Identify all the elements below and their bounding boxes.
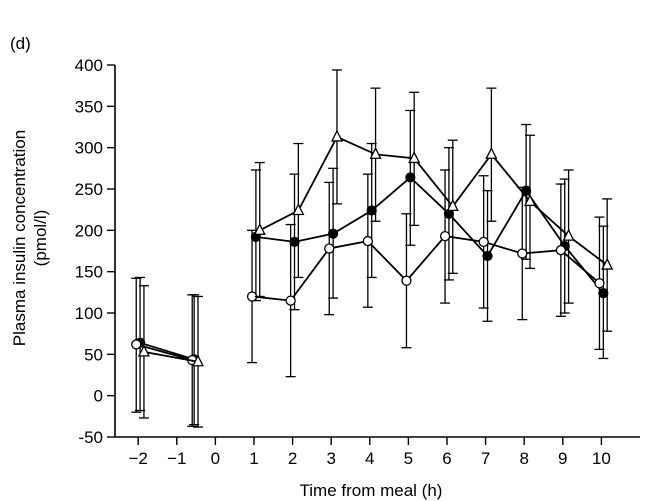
y-tick-label: 300 bbox=[75, 139, 103, 158]
x-tick-label: 0 bbox=[211, 449, 220, 468]
data-point-open-triangle bbox=[408, 150, 421, 164]
data-point-open-triangle bbox=[523, 193, 537, 207]
data-point-filled-circle bbox=[405, 172, 416, 183]
y-tick-label: 350 bbox=[75, 97, 103, 116]
series-layer bbox=[131, 69, 614, 428]
series-line bbox=[139, 341, 195, 361]
data-point-filled-circle bbox=[366, 205, 377, 216]
data-point-filled-circle bbox=[482, 250, 493, 262]
series-open-circle bbox=[131, 169, 605, 427]
y-tick-label: 150 bbox=[75, 263, 103, 282]
y-axis-title-line-2: (pmol/l) bbox=[31, 210, 50, 267]
y-axis-title-line-1: Plasma insulin concentration bbox=[10, 130, 29, 346]
data-point-open-triangle bbox=[369, 146, 382, 159]
data-point-open-triangle bbox=[191, 354, 205, 367]
x-tick-label: 8 bbox=[519, 449, 528, 468]
y-tick-label: 0 bbox=[94, 387, 103, 406]
data-point-open-circle bbox=[594, 278, 605, 289]
x-tick-label: 10 bbox=[592, 449, 611, 468]
y-tick-label: 50 bbox=[84, 345, 103, 364]
axes: -50 0 50 100 150 200 250 300 350 400 −2 −1 0 1 2 3 4 5 6 7 8… bbox=[75, 56, 640, 468]
series-line bbox=[251, 235, 601, 302]
x-tick-label: 1 bbox=[249, 449, 258, 468]
series-filled-circle bbox=[134, 109, 609, 426]
x-tick-label: −2 bbox=[128, 449, 147, 468]
data-point-open-triangle bbox=[137, 344, 151, 357]
series-line bbox=[259, 135, 608, 266]
x-tick-label: 9 bbox=[558, 449, 567, 468]
x-tick-label: 2 bbox=[288, 449, 297, 468]
data-point-open-circle bbox=[478, 236, 489, 248]
series-line bbox=[135, 343, 193, 361]
panel-label: (d) bbox=[10, 34, 31, 53]
data-point-open-circle bbox=[324, 243, 335, 254]
x-tick-label: −1 bbox=[167, 449, 186, 468]
x-tick-label: 7 bbox=[481, 449, 490, 468]
data-point-filled-circle bbox=[328, 228, 339, 239]
data-point-open-triangle bbox=[446, 198, 459, 212]
data-point-open-triangle bbox=[253, 222, 266, 235]
x-tick-label: 3 bbox=[326, 449, 335, 468]
data-point-open-circle bbox=[555, 245, 567, 256]
data-point-open-triangle bbox=[562, 228, 575, 241]
data-point-open-triangle bbox=[485, 146, 498, 159]
data-point-open-circle bbox=[131, 339, 142, 350]
x-tick-label: 6 bbox=[442, 449, 451, 468]
data-point-filled-circle bbox=[289, 236, 300, 248]
x-tick-label: 5 bbox=[404, 449, 413, 468]
data-point-open-circle bbox=[439, 230, 451, 242]
x-axis-title: Time from meal (h) bbox=[300, 481, 443, 500]
y-tick-label: 100 bbox=[75, 304, 103, 323]
series-line bbox=[255, 176, 604, 294]
data-point-open-triangle bbox=[601, 257, 614, 270]
data-point-open-circle bbox=[517, 248, 528, 259]
x-tick-label: 4 bbox=[365, 449, 374, 468]
data-point-open-triangle bbox=[330, 129, 344, 142]
data-point-open-circle bbox=[285, 295, 296, 306]
data-point-open-circle bbox=[401, 275, 412, 286]
data-point-filled-circle bbox=[598, 288, 609, 299]
y-tick-label: -50 bbox=[78, 428, 103, 447]
y-tick-label: 400 bbox=[75, 56, 103, 75]
data-point-open-circle bbox=[362, 235, 373, 247]
series-open-triangle bbox=[137, 69, 614, 428]
y-tick-label: 250 bbox=[75, 180, 103, 199]
series-line bbox=[143, 351, 199, 363]
y-tick-label: 200 bbox=[75, 221, 103, 240]
data-point-open-triangle bbox=[292, 203, 305, 216]
